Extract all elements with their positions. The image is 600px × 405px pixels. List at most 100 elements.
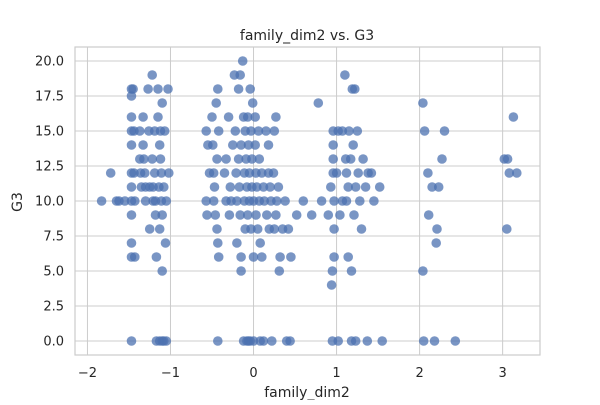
data-point [502, 224, 512, 234]
data-point [344, 126, 354, 136]
data-point [164, 168, 174, 178]
data-point [360, 182, 371, 192]
y-tick-label: 2.5 [43, 300, 64, 315]
data-point [128, 84, 138, 94]
data-point [208, 196, 219, 206]
data-point [147, 154, 157, 164]
data-point [213, 238, 223, 248]
data-point [246, 126, 256, 136]
data-point [138, 112, 148, 122]
data-point [234, 182, 245, 192]
data-point [237, 56, 248, 66]
data-point [313, 98, 324, 108]
data-point [366, 168, 377, 178]
data-point [418, 266, 428, 276]
data-point [431, 238, 442, 248]
data-point [259, 196, 270, 206]
data-point [316, 196, 327, 206]
data-point [340, 70, 350, 80]
x-tick-label: 2 [415, 366, 423, 381]
data-point [219, 168, 230, 178]
data-point [343, 182, 354, 192]
data-point [274, 266, 285, 276]
data-point [235, 70, 245, 80]
y-tick-label: 17.5 [35, 90, 64, 105]
data-point [126, 210, 137, 220]
data-point [329, 196, 339, 206]
data-point [233, 84, 244, 94]
x-tick-label: 3 [498, 366, 506, 381]
x-axis-label: family_dim2 [264, 385, 350, 400]
data-point [262, 210, 272, 220]
data-point [257, 252, 267, 262]
data-point [232, 238, 242, 248]
data-point [508, 112, 519, 122]
data-point [432, 224, 442, 234]
data-point [418, 98, 428, 108]
data-point [248, 336, 259, 346]
data-point [242, 112, 253, 122]
data-point [504, 168, 515, 178]
data-point [349, 210, 359, 220]
data-point [159, 182, 169, 192]
data-point [333, 336, 344, 346]
data-point [213, 252, 224, 262]
data-point [427, 182, 437, 192]
x-tick-label: 1 [332, 366, 340, 381]
y-tick-label: 12.5 [35, 160, 64, 175]
data-point [258, 336, 269, 346]
data-point [126, 336, 137, 346]
data-point [228, 140, 238, 150]
data-point [248, 252, 259, 262]
data-point [362, 336, 373, 346]
data-point [201, 196, 211, 206]
data-point [243, 140, 254, 150]
data-point [233, 154, 244, 164]
data-point [350, 336, 361, 346]
data-point [126, 112, 137, 122]
data-point [261, 126, 271, 136]
data-point [331, 168, 342, 178]
data-point [251, 182, 262, 192]
data-point [161, 196, 172, 206]
data-point [355, 196, 365, 206]
data-point [251, 210, 261, 220]
x-tick-label: 0 [249, 366, 257, 381]
data-point [263, 140, 274, 150]
data-point [126, 238, 137, 248]
data-point [212, 154, 222, 164]
data-point [157, 98, 167, 108]
data-point [328, 140, 339, 150]
data-point [247, 98, 258, 108]
data-point [157, 266, 167, 276]
data-point [160, 238, 171, 248]
data-point [130, 252, 140, 262]
data-point [271, 210, 281, 220]
data-point [135, 126, 145, 136]
data-point [201, 126, 211, 136]
data-point [433, 182, 444, 192]
data-point [231, 168, 241, 178]
x-tick-label: −2 [78, 366, 97, 381]
data-point [358, 154, 368, 164]
data-point [163, 84, 173, 94]
data-point [138, 140, 148, 150]
data-point [350, 182, 361, 192]
data-point [105, 168, 116, 178]
data-point [154, 140, 165, 150]
data-point [153, 112, 163, 122]
y-tick-label: 5.0 [43, 265, 64, 280]
data-point [377, 336, 388, 346]
data-point [236, 252, 246, 262]
y-tick-label: 0.0 [43, 335, 64, 350]
data-point [224, 210, 235, 220]
data-point [326, 280, 337, 290]
data-point [120, 196, 130, 206]
data-point [126, 140, 137, 150]
data-point [337, 126, 348, 136]
data-point [329, 224, 339, 234]
data-point [271, 112, 281, 122]
data-point [212, 224, 222, 234]
